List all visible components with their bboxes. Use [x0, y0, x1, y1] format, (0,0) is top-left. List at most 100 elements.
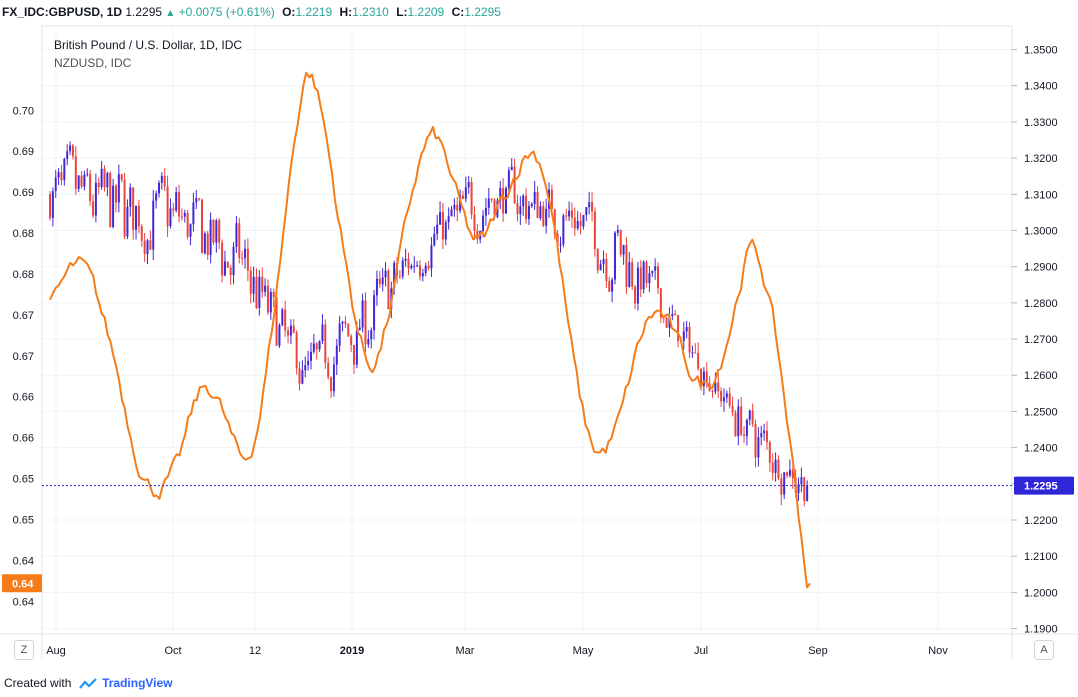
x-axis-tick-label: Mar [456, 645, 475, 657]
candle-body [757, 437, 760, 458]
candle-body [565, 215, 568, 217]
candle-body [198, 198, 201, 200]
candle-body [315, 343, 318, 350]
nzdusd-line [49, 71, 811, 589]
candle-body [109, 172, 112, 227]
candle-body [720, 391, 723, 402]
candle-body [117, 174, 120, 203]
candle-body [774, 459, 777, 473]
auto-scale-button[interactable]: A [1034, 640, 1054, 660]
candle-body [671, 313, 674, 317]
candle-body [685, 326, 688, 332]
chart-grid [41, 25, 1013, 635]
candle-body [54, 177, 57, 192]
x-axis-tick-label: May [573, 645, 594, 657]
candle-body [132, 187, 135, 230]
candle-body [410, 265, 413, 269]
candle-body [639, 267, 642, 290]
x-axis-tick-label: Aug [46, 645, 66, 657]
right-axis-tick-label: 1.3400 [1024, 81, 1058, 93]
candle-body [393, 263, 396, 289]
candle-body [605, 259, 608, 282]
candle-body [450, 209, 453, 217]
candle-body [634, 286, 637, 304]
candle-body [731, 405, 734, 413]
candle-body [751, 410, 754, 425]
right-axis-tick-label: 1.2400 [1024, 443, 1058, 455]
candle-body [235, 223, 238, 247]
candle-body [702, 371, 705, 387]
candle-body [527, 206, 530, 220]
candle-body [596, 249, 599, 271]
candle-body [505, 188, 507, 214]
candle-body [49, 194, 51, 219]
candle-body [519, 206, 522, 215]
x-axis-tick-label: Jul [694, 645, 708, 657]
candle-body [229, 267, 232, 275]
candle-body [100, 168, 103, 187]
candle-body [137, 205, 140, 227]
candle-body [763, 430, 766, 434]
nzd-price-badge-label: 0.64 [12, 578, 34, 590]
zoom-reset-button[interactable]: Z [14, 640, 34, 660]
candle-body [430, 245, 433, 269]
price-chart[interactable]: 1.3500 1.3400 1.3300 1.3200 1.3100 1.3000 1.29… [0, 24, 1078, 670]
candle-body [244, 248, 247, 259]
legend-main-series[interactable]: British Pound / U.S. Dollar, 1D, IDC [54, 38, 243, 52]
last-price-badge [1014, 476, 1074, 495]
candle-body [648, 273, 651, 284]
candle-body [284, 309, 287, 331]
candle-body [636, 267, 639, 304]
candle-body [786, 472, 789, 476]
candle-body [301, 370, 304, 384]
candle-body [83, 174, 86, 187]
candle-body [80, 175, 83, 187]
candle-body [215, 220, 218, 243]
candle-body [252, 276, 255, 294]
candle-body [591, 202, 594, 212]
candle-body [728, 393, 731, 406]
candle-body [344, 321, 347, 324]
candle-body [464, 187, 467, 199]
candle-body [439, 212, 442, 225]
low-label: L: [396, 5, 408, 19]
candle-body [499, 187, 502, 201]
candle-body [378, 278, 381, 285]
candle-body [152, 200, 155, 250]
candle-body [364, 300, 367, 345]
candle-body [599, 264, 602, 271]
legend-second-series[interactable]: NZDUSD, IDC [54, 56, 132, 70]
candle-body [269, 291, 272, 313]
candle-body [114, 185, 117, 203]
candle-body [717, 382, 720, 392]
right-axis-tick-label: 1.2200 [1024, 515, 1058, 527]
candle-body [289, 325, 292, 336]
candle-body [490, 198, 493, 200]
candle-body [780, 478, 783, 495]
candle-body [135, 205, 138, 230]
left-axis-tick-label: 0.67 [13, 351, 34, 363]
candle-body [149, 240, 152, 250]
candle-body [249, 270, 252, 294]
symbol-name[interactable]: FX_IDC:GBPUSD, 1D [2, 5, 123, 19]
candle-body [94, 182, 97, 216]
candle-body [212, 219, 215, 243]
last-price-badge-label: 1.2295 [1024, 481, 1058, 493]
candle-body [307, 360, 310, 366]
candle-body [86, 173, 89, 175]
candle-body [568, 210, 571, 217]
candle-body [338, 323, 341, 346]
candle-body [123, 179, 126, 237]
tradingview-link[interactable]: TradingView [102, 676, 173, 690]
candle-body [611, 279, 614, 292]
candle-body [613, 232, 616, 280]
candle-body [447, 216, 450, 223]
candle-body [353, 344, 355, 365]
candle-body [255, 276, 258, 308]
candle-body [651, 270, 654, 274]
candle-body [573, 217, 576, 229]
candle-body [788, 469, 791, 476]
candle-body [748, 410, 751, 420]
candle-body [304, 365, 307, 371]
candle-body [754, 424, 757, 458]
